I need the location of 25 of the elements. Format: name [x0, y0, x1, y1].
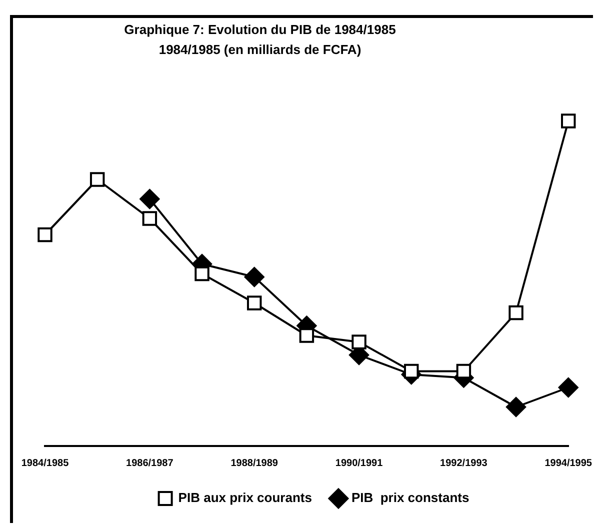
- point: [90, 172, 105, 187]
- x-tick-label: 1990/1991: [335, 458, 384, 469]
- legend-label: PIB prix constants: [351, 490, 470, 506]
- point: [299, 328, 314, 343]
- point: [38, 227, 52, 242]
- point: [352, 334, 366, 350]
- chart-subtitle: 1984/1985 (en milliards de FCFA): [158, 41, 362, 59]
- point: [558, 378, 578, 398]
- point: [244, 267, 264, 287]
- legend-label: PIB aux prix courants: [178, 490, 312, 506]
- point: [508, 305, 524, 320]
- point: [142, 211, 158, 226]
- point: [246, 296, 262, 310]
- point: [506, 397, 526, 417]
- point: [140, 189, 160, 209]
- x-tick-label: 1984/1985: [21, 458, 70, 469]
- x-tick-label: 1988/1989: [230, 458, 278, 469]
- x-tick-label: 1986/1987: [126, 458, 174, 469]
- point: [404, 364, 419, 379]
- point: [194, 266, 210, 282]
- x-tick-label: 1992/1993: [440, 458, 488, 469]
- point: [456, 364, 472, 379]
- x-tick-label: 1994/1995: [544, 458, 592, 469]
- chart-title: Graphique 7: Evolution du PIB de 1984/1985: [123, 21, 397, 39]
- point: [561, 114, 576, 128]
